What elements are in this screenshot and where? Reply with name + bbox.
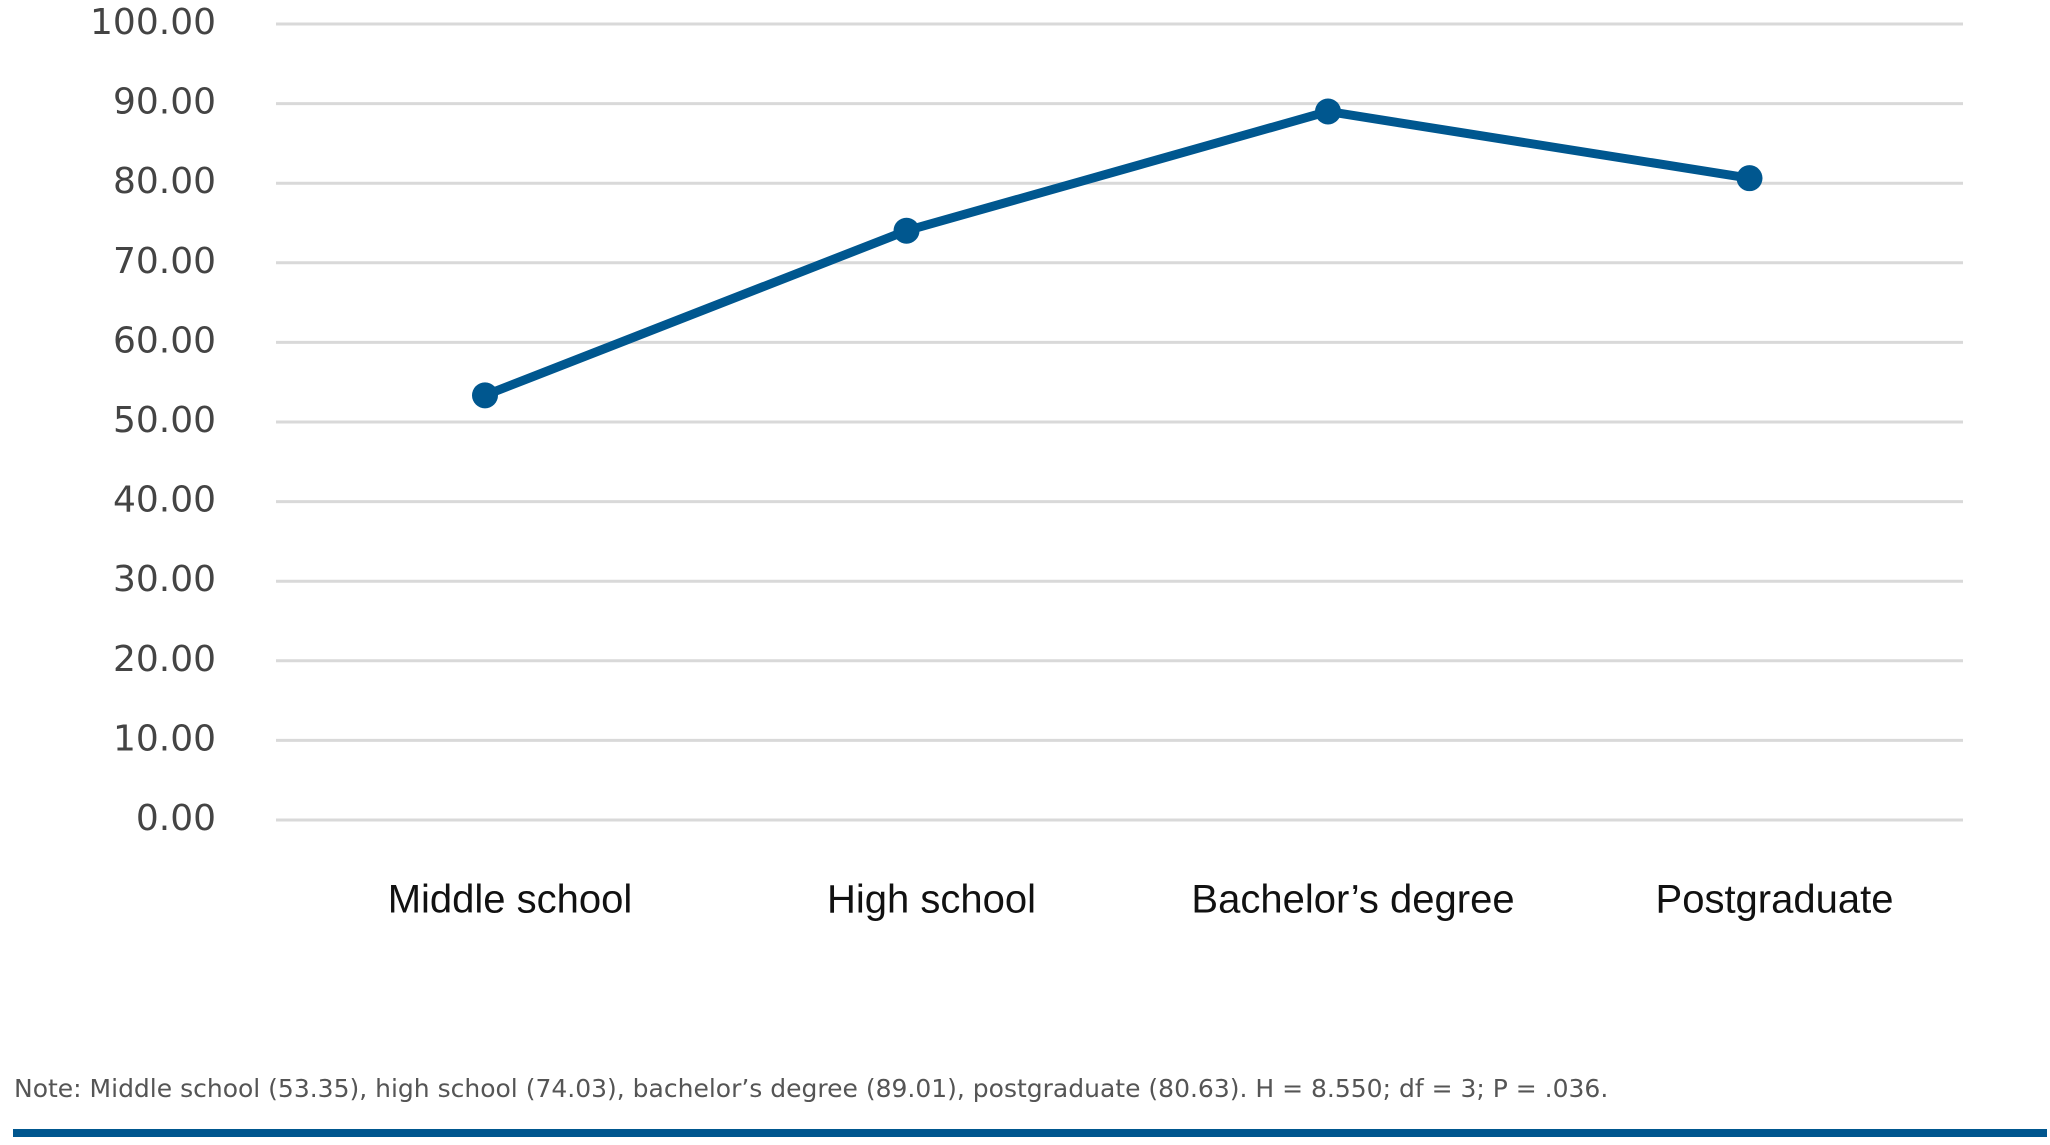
y-tick-label: 10.00 (113, 718, 216, 759)
y-tick-label: 100.00 (90, 2, 216, 43)
x-tick-label: Postgraduate (1656, 878, 1894, 922)
y-tick-label: 30.00 (113, 559, 216, 600)
y-tick-label: 90.00 (113, 82, 216, 123)
y-tick-label: 0.00 (136, 798, 216, 839)
y-tick-label: 20.00 (113, 639, 216, 680)
footer-rule (13, 1129, 2047, 1137)
x-tick-label: High school (827, 878, 1036, 922)
data-line (483, 106, 1751, 400)
data-point (1736, 165, 1763, 192)
y-tick-label: 70.00 (113, 241, 216, 282)
y-tick-label: 80.00 (113, 161, 216, 202)
x-tick-label: Middle school (388, 878, 633, 922)
data-point (893, 217, 920, 244)
x-tick-label: Bachelor’s degree (1191, 878, 1514, 922)
y-tick-label: 40.00 (113, 480, 216, 521)
data-point (1315, 98, 1341, 125)
y-tick-label: 60.00 (113, 320, 216, 361)
y-tick-label: 50.00 (113, 400, 216, 441)
chart-note: Note: Middle school (53.35), high school… (14, 1074, 1608, 1103)
data-point (472, 382, 498, 409)
